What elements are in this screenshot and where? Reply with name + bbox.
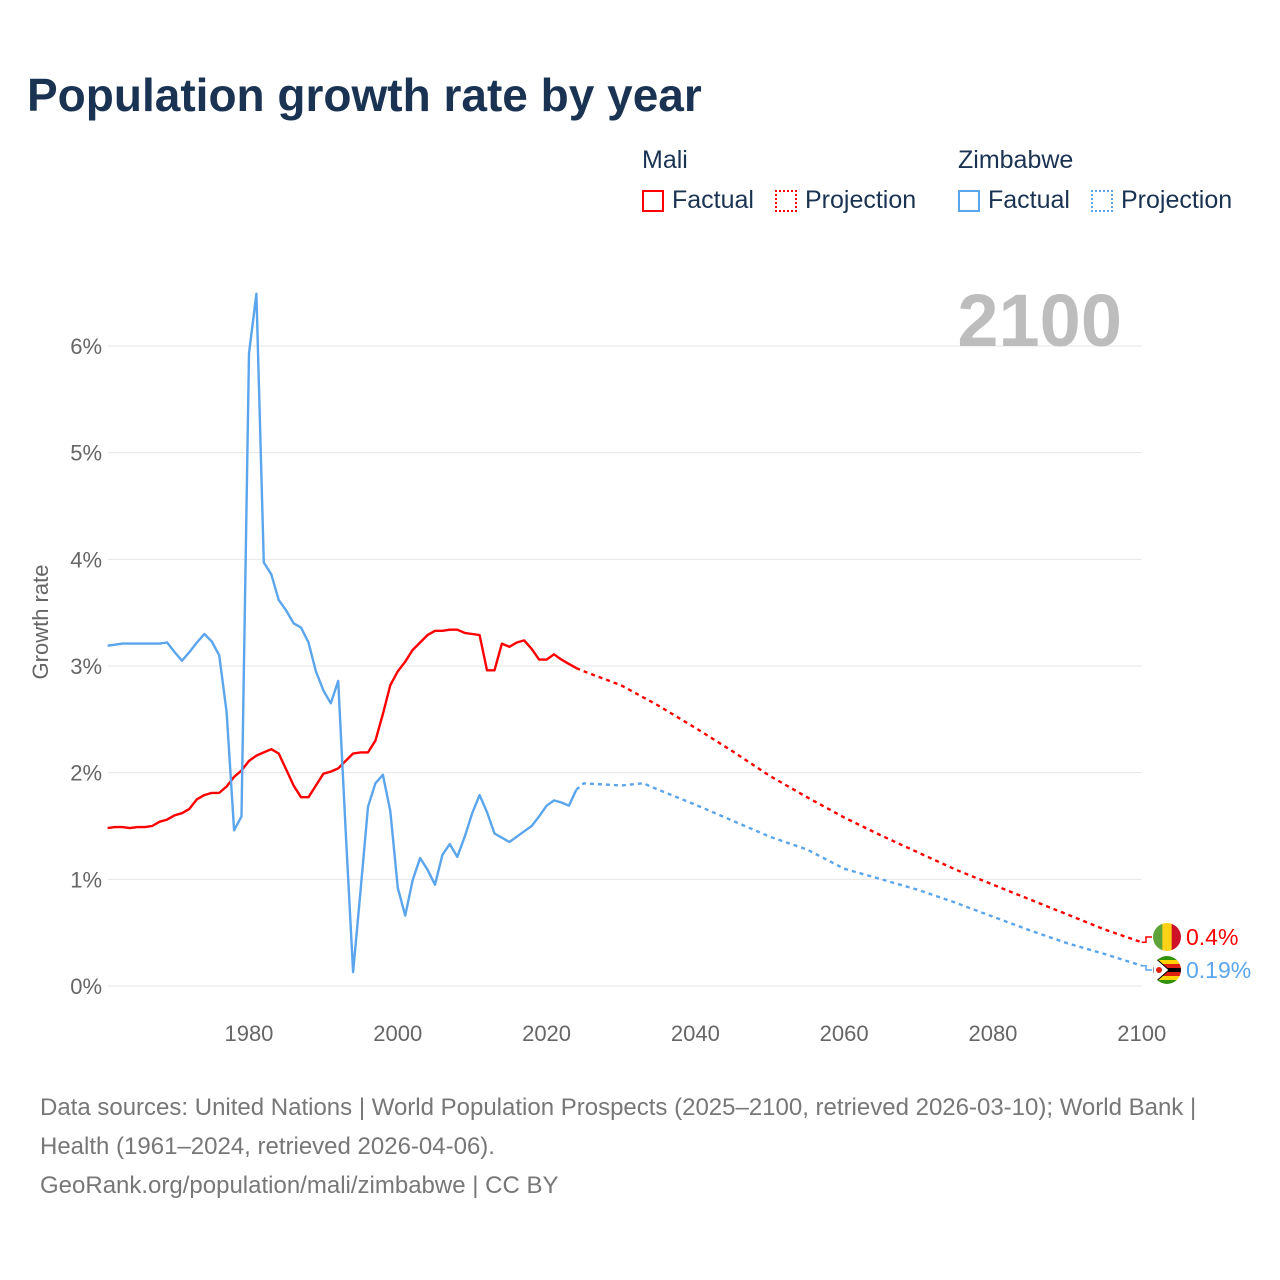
x-tick-label: 1980: [224, 1021, 273, 1046]
x-tick-label: 2080: [968, 1021, 1017, 1046]
legend-mali-projection[interactable]: Projection: [775, 186, 916, 215]
x-tick-label: 2000: [373, 1021, 422, 1046]
y-tick-label: 2%: [70, 761, 102, 786]
flag-stripe: [1153, 956, 1181, 961]
mali-end-connector: [1141, 936, 1152, 944]
mali-factual-line: [107, 628, 577, 830]
mali-flag-icon: [1153, 923, 1181, 951]
zimbabwe-projection-line: [575, 782, 1143, 967]
current-year-label: 2100: [957, 279, 1122, 362]
mali-projection-line: [575, 666, 1143, 944]
flag-stripe: [1153, 976, 1181, 981]
y-tick-label: 4%: [70, 547, 102, 572]
zimbabwe-end-connector: [1141, 964, 1152, 971]
source-link[interactable]: GeoRank.org/population/mali/zimbabwe | C…: [40, 1172, 559, 1199]
zimbabwe-flag-icon: [1153, 956, 1181, 984]
legend-label: Factual: [672, 186, 754, 214]
legend-group-name: Zimbabwe: [958, 146, 1074, 174]
legend-swatch-solid: [958, 189, 980, 212]
y-tick-label: 5%: [70, 441, 102, 466]
legend-swatch-dotted: [1091, 189, 1113, 212]
x-tick-label: 2060: [820, 1021, 869, 1046]
flag-star: [1156, 967, 1162, 973]
flag-body: [1153, 956, 1181, 984]
x-tick-label: 2020: [522, 1021, 571, 1046]
flag-stripe: [1162, 923, 1173, 951]
y-tick-label: 3%: [70, 654, 102, 679]
y-tick-label: 1%: [70, 867, 102, 892]
legend-zimbabwe-projection[interactable]: Projection: [1091, 186, 1232, 215]
legend-mali-factual[interactable]: Factual: [642, 186, 754, 215]
mali-end-value-label: 0.4%: [1186, 924, 1238, 950]
flag-stripe: [1171, 923, 1181, 951]
y-tick-label: 0%: [70, 974, 102, 999]
legend-label: Projection: [1121, 186, 1233, 214]
legend-swatch-solid: [642, 189, 664, 212]
source-note: Data sources: United Nations | World Pop…: [40, 1088, 1240, 1205]
y-axis-label: Growth rate: [28, 564, 53, 680]
flag-stripe: [1153, 923, 1163, 951]
flag-body: [1153, 923, 1181, 951]
source-text: Data sources: United Nations | World Pop…: [40, 1094, 1197, 1160]
legend-group-name: Mali: [642, 146, 688, 174]
zimbabwe-end-value-label: 0.19%: [1186, 957, 1251, 983]
x-tick-label: 2040: [671, 1021, 720, 1046]
y-tick-label: 6%: [70, 334, 102, 359]
zimbabwe-factual-line: [107, 292, 578, 974]
flag-stripe: [1153, 960, 1181, 965]
legend-label: Projection: [805, 186, 917, 214]
legend-swatch-dotted: [775, 189, 797, 212]
flag-stripe: [1153, 972, 1181, 977]
legend-zimbabwe-factual[interactable]: Factual: [958, 186, 1070, 215]
x-tick-label: 2100: [1117, 1021, 1166, 1046]
flag-stripe: [1153, 980, 1181, 984]
flag-stripe: [1153, 964, 1181, 969]
legend-label: Factual: [988, 186, 1070, 214]
chart-title: Population growth rate by year: [27, 69, 702, 121]
